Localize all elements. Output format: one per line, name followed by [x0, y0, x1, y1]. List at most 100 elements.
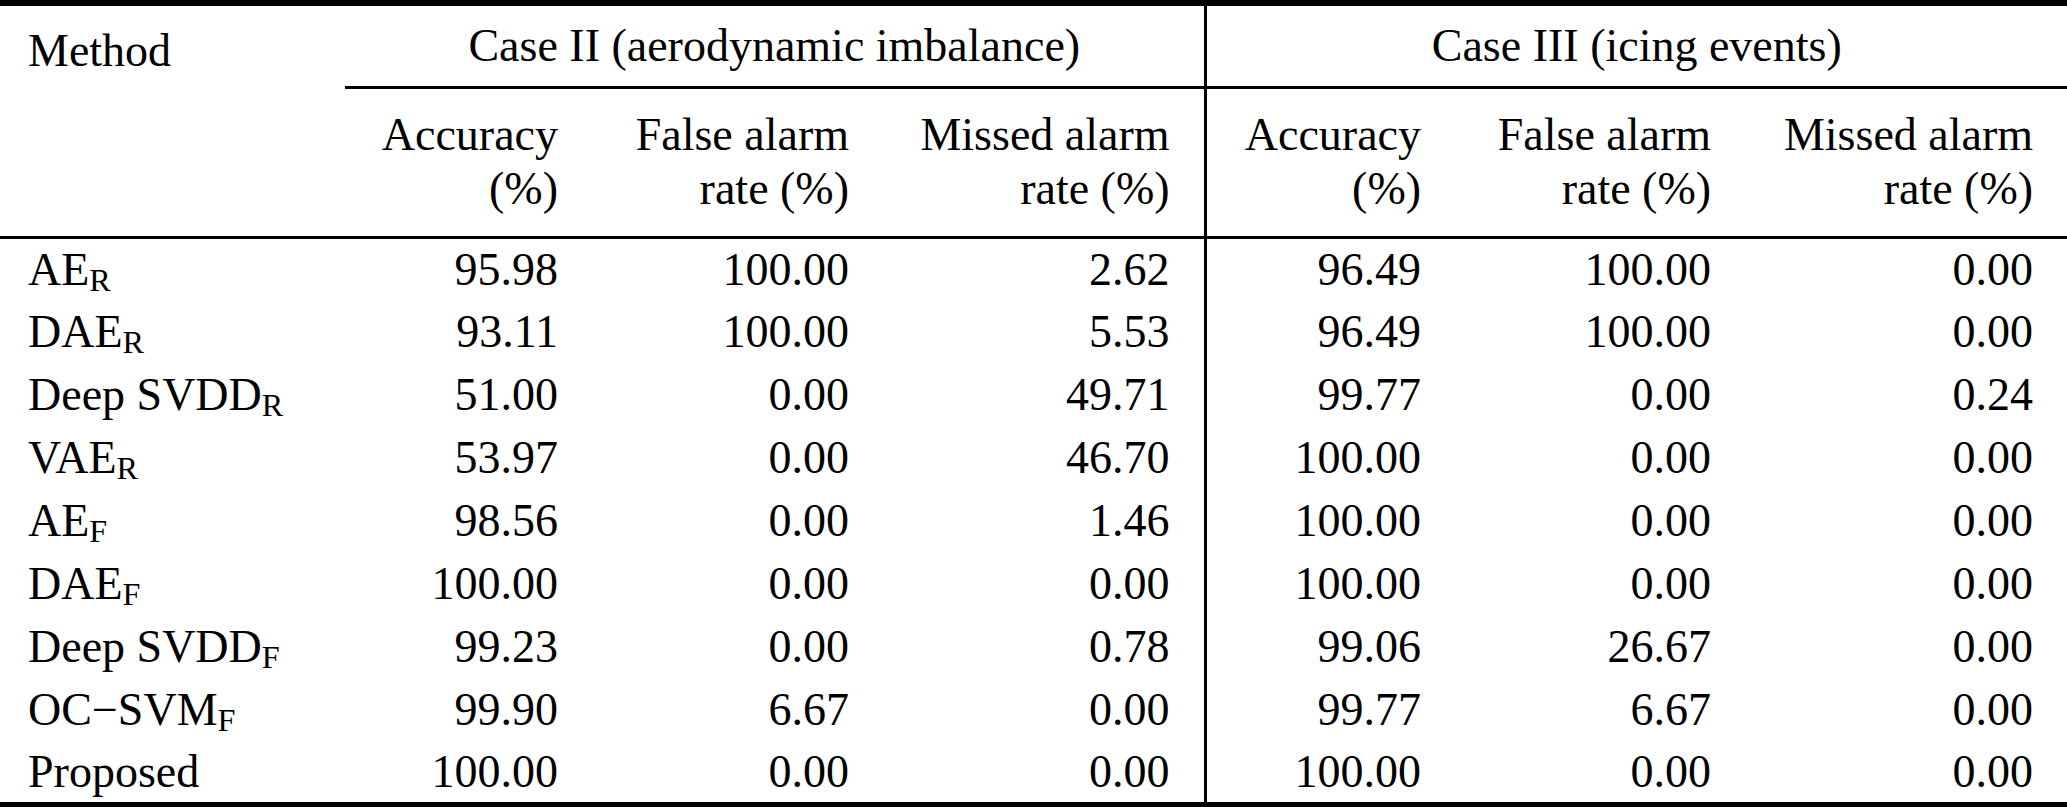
method-name: Deep SVDDF — [0, 615, 345, 678]
method-name: Deep SVDDR — [0, 363, 345, 426]
case3-false-alarm-header: False alarmrate (%) — [1455, 87, 1745, 237]
case2-accuracy-value: 99.23 — [345, 615, 592, 678]
method-base: AE — [28, 244, 89, 295]
case2-missed-alarm-value: 0.00 — [883, 678, 1205, 741]
case2-missed-alarm-value: 5.53 — [883, 300, 1205, 363]
case2-group-header: Case II (aerodynamic imbalance) — [345, 3, 1205, 87]
case3-false-alarm-value: 100.00 — [1455, 237, 1745, 300]
case2-false-alarm-header: False alarmrate (%) — [592, 87, 883, 237]
method-base: Proposed — [28, 746, 199, 797]
case3-group-header: Case III (icing events) — [1205, 3, 2067, 87]
results-table: Method Case II (aerodynamic imbalance) C… — [0, 0, 2067, 807]
case3-false-alarm-value: 0.00 — [1455, 426, 1745, 489]
method-subscript: R — [89, 262, 111, 298]
false-alarm-unit: rate (%) — [700, 163, 849, 214]
method-name: AER — [0, 237, 345, 300]
method-subscript: F — [89, 513, 107, 549]
case3-false-alarm-value: 6.67 — [1455, 678, 1745, 741]
table-row: Deep SVDDR 51.00 0.00 49.71 99.77 0.00 0… — [0, 363, 2067, 426]
case2-false-alarm-value: 6.67 — [592, 678, 883, 741]
case2-missed-alarm-value: 49.71 — [883, 363, 1205, 426]
accuracy-label: Accuracy — [1245, 109, 1421, 160]
missed-alarm-label: Missed alarm — [1784, 109, 2033, 160]
case3-accuracy-value: 96.49 — [1205, 237, 1455, 300]
table-row: DAEF 100.00 0.00 0.00 100.00 0.00 0.00 — [0, 552, 2067, 615]
case2-accuracy-value: 100.00 — [345, 741, 592, 804]
method-base: AE — [28, 495, 89, 546]
case3-missed-alarm-value: 0.00 — [1745, 237, 2067, 300]
case2-missed-alarm-value: 0.00 — [883, 741, 1205, 804]
table-row: Proposed 100.00 0.00 0.00 100.00 0.00 0.… — [0, 741, 2067, 804]
case3-false-alarm-value: 0.00 — [1455, 363, 1745, 426]
case3-accuracy-value: 100.00 — [1205, 489, 1455, 552]
table-header: Method Case II (aerodynamic imbalance) C… — [0, 3, 2067, 237]
method-name: Proposed — [0, 741, 345, 804]
case2-missed-alarm-value: 0.00 — [883, 552, 1205, 615]
table-row: VAER 53.97 0.00 46.70 100.00 0.00 0.00 — [0, 426, 2067, 489]
accuracy-label: Accuracy — [382, 109, 558, 160]
case2-accuracy-value: 98.56 — [345, 489, 592, 552]
case2-missed-alarm-header: Missed alarmrate (%) — [883, 87, 1205, 237]
method-base: OC−SVM — [28, 684, 218, 735]
case3-false-alarm-value: 0.00 — [1455, 552, 1745, 615]
case3-missed-alarm-value: 0.00 — [1745, 615, 2067, 678]
case2-false-alarm-value: 0.00 — [592, 552, 883, 615]
method-subscript: F — [123, 576, 141, 612]
method-subscript: R — [117, 450, 139, 486]
false-alarm-unit: rate (%) — [1562, 163, 1711, 214]
method-name: DAER — [0, 300, 345, 363]
case2-accuracy-value: 53.97 — [345, 426, 592, 489]
method-base: Deep SVDD — [28, 369, 262, 420]
case2-missed-alarm-value: 0.78 — [883, 615, 1205, 678]
table-row: AEF 98.56 0.00 1.46 100.00 0.00 0.00 — [0, 489, 2067, 552]
case2-accuracy-value: 93.11 — [345, 300, 592, 363]
case3-accuracy-value: 99.06 — [1205, 615, 1455, 678]
case3-accuracy-value: 100.00 — [1205, 552, 1455, 615]
case3-missed-alarm-header: Missed alarmrate (%) — [1745, 87, 2067, 237]
case3-missed-alarm-value: 0.00 — [1745, 741, 2067, 804]
method-base: DAE — [28, 558, 123, 609]
case2-missed-alarm-value: 1.46 — [883, 489, 1205, 552]
case2-missed-alarm-value: 2.62 — [883, 237, 1205, 300]
method-name: VAER — [0, 426, 345, 489]
case3-accuracy-header: Accuracy(%) — [1205, 87, 1455, 237]
case2-accuracy-header: Accuracy(%) — [345, 87, 592, 237]
case2-accuracy-value: 99.90 — [345, 678, 592, 741]
case3-missed-alarm-value: 0.00 — [1745, 489, 2067, 552]
case3-false-alarm-value: 100.00 — [1455, 300, 1745, 363]
method-subscript: F — [262, 639, 280, 675]
case2-accuracy-value: 51.00 — [345, 363, 592, 426]
case2-false-alarm-value: 0.00 — [592, 615, 883, 678]
case2-accuracy-value: 100.00 — [345, 552, 592, 615]
method-subscript: R — [123, 324, 145, 360]
case2-false-alarm-value: 0.00 — [592, 363, 883, 426]
method-column-header: Method — [0, 3, 345, 237]
table-row: OC−SVMF 99.90 6.67 0.00 99.77 6.67 0.00 — [0, 678, 2067, 741]
case3-missed-alarm-value: 0.24 — [1745, 363, 2067, 426]
case2-false-alarm-value: 100.00 — [592, 300, 883, 363]
case3-missed-alarm-value: 0.00 — [1745, 426, 2067, 489]
case3-missed-alarm-value: 0.00 — [1745, 678, 2067, 741]
missed-alarm-unit: rate (%) — [1884, 163, 2033, 214]
accuracy-unit: (%) — [1352, 163, 1421, 214]
case3-accuracy-value: 99.77 — [1205, 678, 1455, 741]
method-subscript: F — [218, 702, 236, 738]
table-body: AER 95.98 100.00 2.62 96.49 100.00 0.00 … — [0, 237, 2067, 805]
accuracy-unit: (%) — [489, 163, 558, 214]
table-row: AER 95.98 100.00 2.62 96.49 100.00 0.00 — [0, 237, 2067, 300]
case3-false-alarm-value: 26.67 — [1455, 615, 1745, 678]
false-alarm-label: False alarm — [1498, 109, 1711, 160]
method-base: Deep SVDD — [28, 621, 262, 672]
method-name: DAEF — [0, 552, 345, 615]
case3-accuracy-value: 96.49 — [1205, 300, 1455, 363]
table-row: DAER 93.11 100.00 5.53 96.49 100.00 0.00 — [0, 300, 2067, 363]
case3-missed-alarm-value: 0.00 — [1745, 300, 2067, 363]
table-row: Deep SVDDF 99.23 0.00 0.78 99.06 26.67 0… — [0, 615, 2067, 678]
case2-accuracy-value: 95.98 — [345, 237, 592, 300]
case3-accuracy-value: 99.77 — [1205, 363, 1455, 426]
group-header-row: Method Case II (aerodynamic imbalance) C… — [0, 3, 2067, 87]
case2-false-alarm-value: 100.00 — [592, 237, 883, 300]
method-name: AEF — [0, 489, 345, 552]
method-base: VAE — [28, 432, 117, 483]
case2-false-alarm-value: 0.00 — [592, 741, 883, 804]
